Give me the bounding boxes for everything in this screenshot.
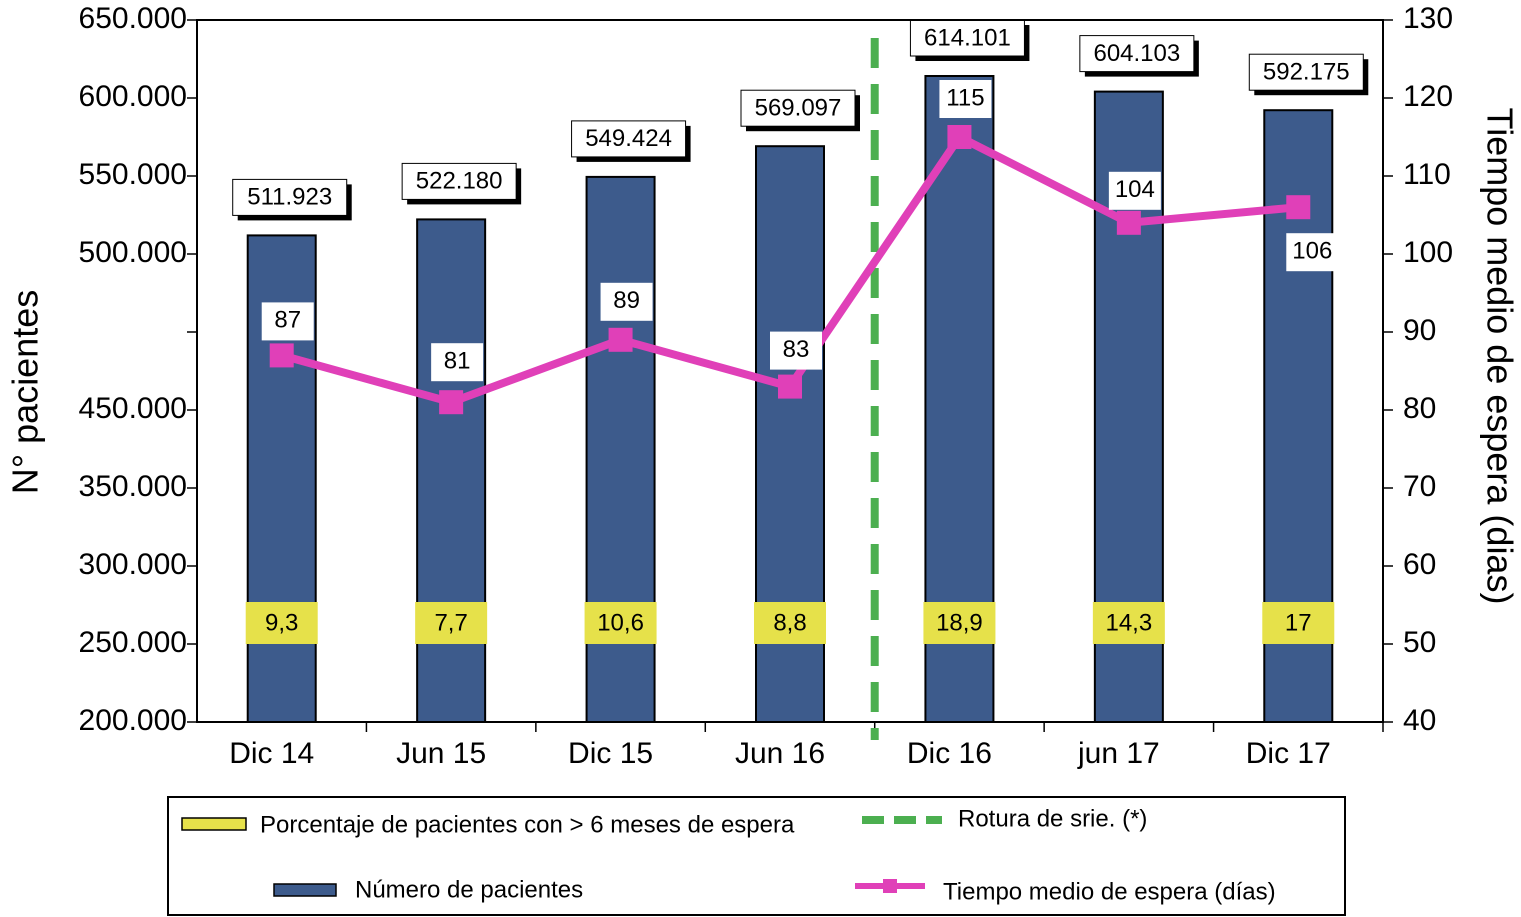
percent-box: [415, 602, 488, 644]
label-box: [740, 89, 856, 127]
percent-label: 8,8: [773, 609, 806, 636]
line-marker: [608, 327, 633, 352]
bar: [416, 218, 487, 723]
legend-swatch: [181, 817, 247, 831]
percent-label: 14,3: [1105, 609, 1152, 636]
y2-axis-title: Tiempo medio de espera (dias): [1479, 108, 1520, 605]
x-tick-label: Dic 16: [907, 737, 992, 770]
y-tick-label: 550.000: [79, 158, 187, 191]
percent-label: 10,6: [597, 609, 644, 636]
line-value-label: 115: [946, 84, 984, 111]
x-tick-label: Jun 15: [396, 737, 486, 770]
line-label-box: [1286, 233, 1339, 272]
legend-label: Número de pacientes: [355, 876, 583, 903]
legend-label: Rotura de srie. (*): [958, 805, 1147, 832]
line-label-box: [770, 331, 822, 370]
bar-value-label: 592.175: [1263, 59, 1350, 86]
line-value-label: 104: [1115, 176, 1155, 203]
y2-tick-label: 70: [1403, 470, 1436, 503]
y2-tick-label: 40: [1403, 704, 1436, 737]
x-tick-label: Dic 15: [568, 737, 653, 770]
y2-tick-label: 80: [1403, 392, 1436, 425]
label-box: [571, 120, 687, 158]
line-value-label: 106: [1292, 238, 1332, 265]
line-marker: [269, 343, 294, 368]
y-tick-label: 300.000: [79, 548, 187, 581]
label-box: [1248, 53, 1364, 91]
line-label-box: [939, 80, 992, 118]
y-tick-label: 350.000: [79, 470, 187, 503]
y-tick-label: 450.000: [79, 392, 187, 425]
y-tick-label: 200.000: [79, 704, 187, 737]
legend-box: [167, 796, 1346, 916]
bar-value-label: 549.424: [585, 125, 672, 152]
y-tick-label: 600.000: [79, 80, 187, 113]
y2-tick-label: 130: [1403, 2, 1453, 35]
percent-box: [1262, 602, 1335, 644]
percent-label: 17: [1285, 609, 1312, 636]
line-value-label: 89: [613, 287, 640, 314]
x-tick-label: Jun 16: [735, 737, 825, 770]
y2-tick-label: 110: [1403, 158, 1451, 191]
line-marker: [1286, 195, 1311, 220]
percent-label: 7,7: [434, 609, 467, 636]
bar-value-label: 522.180: [416, 168, 503, 195]
percent-box: [754, 602, 826, 644]
line-marker: [1116, 210, 1141, 235]
legend-label: Tiempo medio de espera (días): [943, 878, 1276, 905]
plot-frame: [196, 19, 1384, 723]
line-value-label: 81: [444, 348, 471, 375]
y-tick-label: 650.000: [79, 2, 187, 35]
percent-box: [923, 602, 996, 644]
y2-tick-label: 50: [1403, 626, 1436, 659]
bar-value-label: 614.101: [924, 24, 1011, 51]
percent-box: [584, 602, 657, 644]
line-label-box: [1108, 171, 1161, 210]
percent-box: [245, 602, 318, 644]
line-value-label: 83: [783, 336, 810, 363]
legend-marker: [883, 879, 897, 893]
label-box: [1079, 35, 1195, 73]
y2-tick-label: 90: [1403, 314, 1436, 347]
legend-label: Porcentaje de pacientes con > 6 meses de…: [260, 811, 795, 838]
line-marker: [778, 374, 802, 399]
percent-box: [1092, 602, 1165, 644]
y-tick-label: 500.000: [79, 236, 187, 269]
bar-value-label: 604.103: [1093, 40, 1180, 67]
line-marker: [439, 390, 464, 415]
legend-swatch: [273, 883, 337, 897]
label-box: [909, 19, 1025, 57]
line-label-box: [261, 302, 314, 341]
x-tick-label: Dic 17: [1246, 737, 1331, 770]
x-tick-label: Dic 14: [229, 737, 314, 770]
line-label-box: [431, 343, 484, 382]
y-axis-title: N° pacientes: [5, 290, 46, 495]
line-value-label: 87: [274, 307, 301, 334]
line-label-box: [600, 282, 653, 321]
label-box: [401, 162, 517, 200]
bar-value-label: 569.097: [755, 95, 842, 122]
y2-tick-label: 60: [1403, 548, 1436, 581]
percent-label: 9,3: [265, 609, 298, 636]
y-tick-label: 250.000: [79, 626, 187, 659]
y2-tick-label: 100: [1403, 236, 1453, 269]
percent-label: 18,9: [936, 609, 983, 636]
x-tick-label: jun 17: [1077, 737, 1160, 770]
label-box: [232, 178, 348, 216]
line-marker: [947, 125, 972, 149]
y2-tick-label: 120: [1403, 80, 1453, 113]
bar-value-label: 511.923: [247, 184, 332, 211]
